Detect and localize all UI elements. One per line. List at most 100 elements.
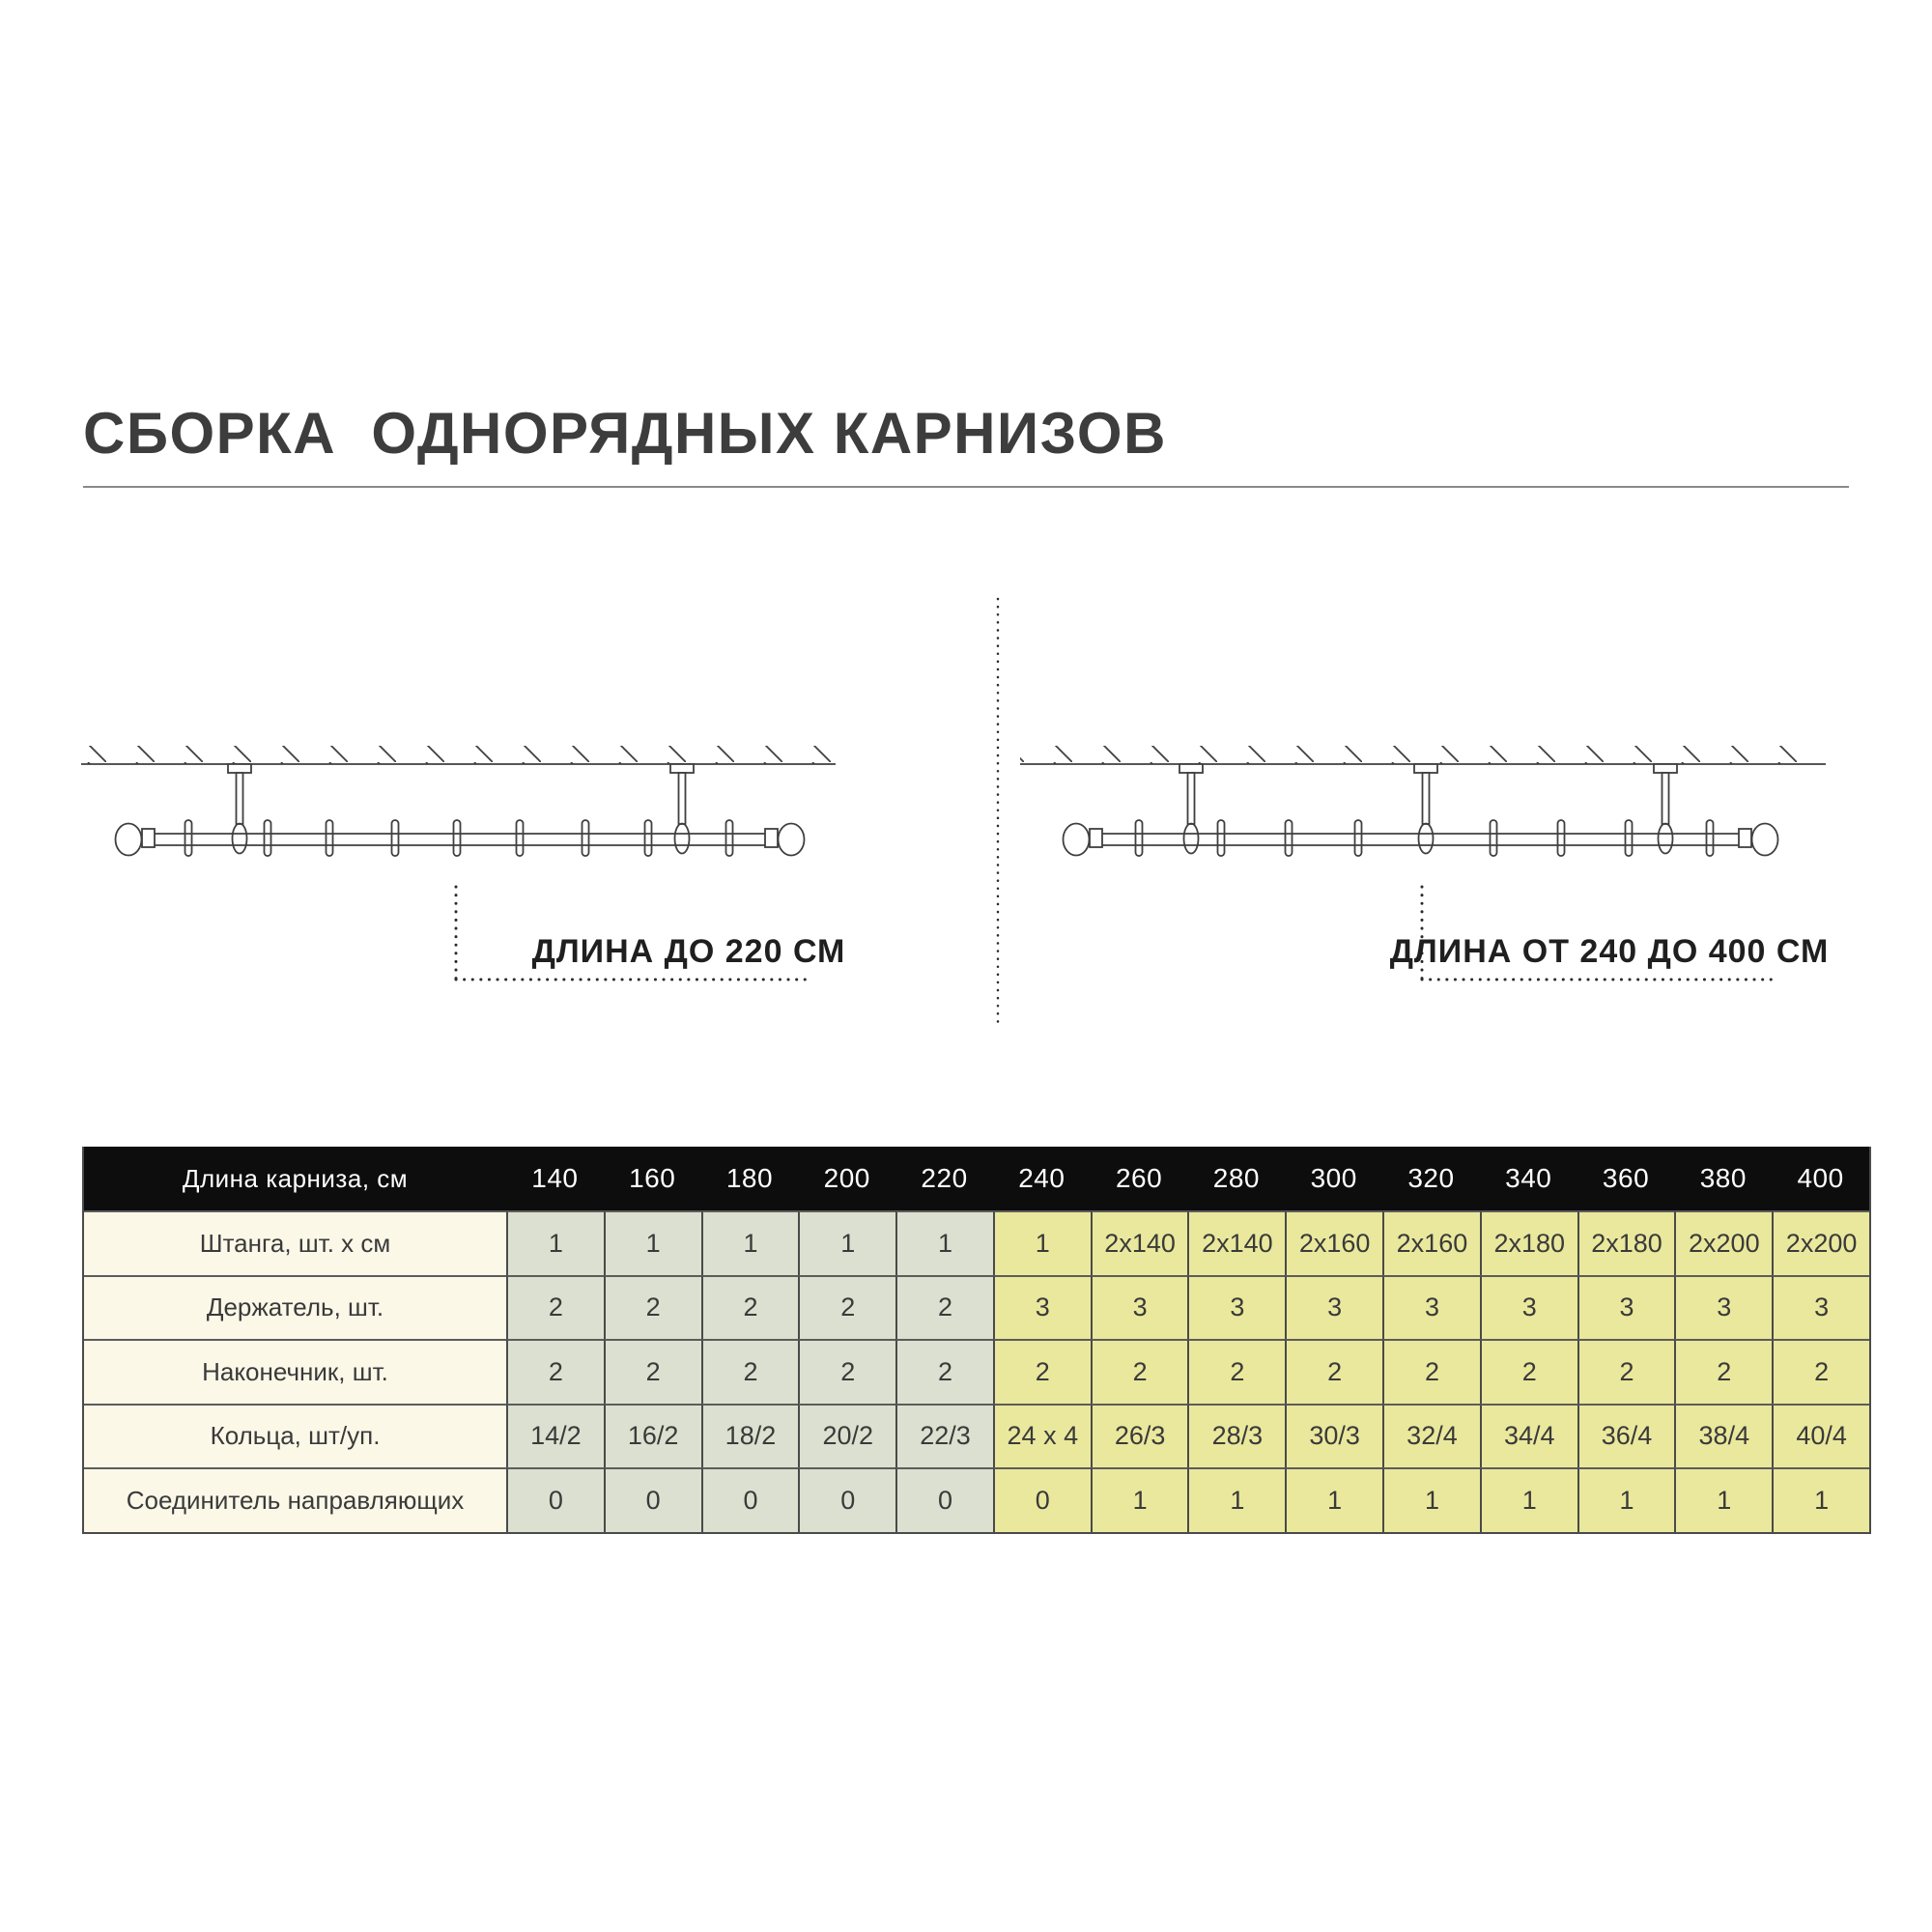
table-cell: 3 — [1285, 1274, 1383, 1339]
table-cell: 0 — [506, 1467, 604, 1532]
table-cell: 2 — [1479, 1339, 1577, 1404]
table-cell: 2 — [603, 1274, 701, 1339]
table-header-column: 320 — [1382, 1147, 1480, 1210]
table-cell: 38/4 — [1674, 1403, 1773, 1467]
table-row-label: Держатель, шт. — [84, 1274, 506, 1339]
table-cell: 18/2 — [700, 1403, 799, 1467]
table-cell: 3 — [1772, 1274, 1869, 1339]
table-cell: 3 — [1577, 1274, 1675, 1339]
table-cell: 2 — [603, 1339, 701, 1404]
table-cell: 2 — [700, 1274, 799, 1339]
table-cell: 2 — [1187, 1339, 1286, 1404]
ceiling-hatch — [1020, 746, 1826, 764]
table-cell: 2x140 — [1090, 1210, 1188, 1275]
table-cell: 26/3 — [1090, 1403, 1188, 1467]
table-cell: 2 — [1382, 1339, 1480, 1404]
table-cell: 2 — [798, 1339, 896, 1404]
ceiling-hatch — [81, 746, 836, 764]
table-cell: 2x200 — [1674, 1210, 1773, 1275]
table-cell: 2 — [1772, 1339, 1869, 1404]
table-header-column: 360 — [1577, 1147, 1675, 1210]
table-cell: 3 — [1674, 1274, 1773, 1339]
right-diagram — [1020, 746, 1826, 857]
table-cell: 40/4 — [1772, 1403, 1869, 1467]
finial — [764, 822, 806, 857]
table-cell: 1 — [1187, 1467, 1286, 1532]
table-cell: 1 — [603, 1210, 701, 1275]
ceiling-bracket — [227, 763, 252, 855]
table-cell: 2 — [895, 1339, 993, 1404]
table-cell: 0 — [700, 1467, 799, 1532]
table-cell: 2 — [798, 1274, 896, 1339]
table-cell: 14/2 — [506, 1403, 604, 1467]
dimension-line-right — [1420, 885, 1777, 981]
table-row-label: Штанга, шт. х см — [84, 1210, 506, 1275]
table-cell: 16/2 — [603, 1403, 701, 1467]
table-cell: 2 — [1674, 1339, 1773, 1404]
table-cell: 2 — [895, 1274, 993, 1339]
table-header-column: 380 — [1674, 1147, 1773, 1210]
right-diagram-caption: ДЛИНА ОТ 240 ДО 400 СМ — [1389, 933, 1830, 970]
table-cell: 32/4 — [1382, 1403, 1480, 1467]
table-row-label: Кольца, шт/уп. — [84, 1403, 506, 1467]
table-header-column: 140 — [506, 1147, 604, 1210]
table-cell: 1 — [992, 1210, 1091, 1275]
ceiling-bracket — [1179, 763, 1204, 855]
page-title: СБОРКА ОДНОРЯДНЫХ КАРНИЗОВ — [83, 401, 1167, 466]
curtain-rings — [1134, 819, 1715, 857]
table-header-column: 200 — [798, 1147, 896, 1210]
table-cell: 1 — [1772, 1467, 1869, 1532]
table-cell: 2x160 — [1285, 1210, 1383, 1275]
table-cell: 3 — [1187, 1274, 1286, 1339]
finial — [1738, 822, 1779, 857]
finial — [114, 822, 156, 857]
table-header-column: 180 — [700, 1147, 799, 1210]
table-row-label: Соединитель направляющих — [84, 1467, 506, 1532]
table-cell: 2x180 — [1577, 1210, 1675, 1275]
table-cell: 2x160 — [1382, 1210, 1480, 1275]
table-cell: 28/3 — [1187, 1403, 1286, 1467]
table-cell: 22/3 — [895, 1403, 993, 1467]
assembly-diagrams — [81, 597, 1826, 1024]
table-cell: 2 — [1577, 1339, 1675, 1404]
table-cell: 2 — [506, 1339, 604, 1404]
table-cell: 1 — [895, 1210, 993, 1275]
table-cell: 0 — [895, 1467, 993, 1532]
table-cell: 1 — [1090, 1467, 1188, 1532]
curtain-rings — [184, 819, 734, 857]
table-cell: 1 — [798, 1210, 896, 1275]
table-cell: 2 — [1090, 1339, 1188, 1404]
table-cell: 20/2 — [798, 1403, 896, 1467]
table-header-column: 240 — [992, 1147, 1091, 1210]
table-cell: 1 — [1577, 1467, 1675, 1532]
ceiling-bracket — [1413, 763, 1438, 855]
table-cell: 34/4 — [1479, 1403, 1577, 1467]
table-cell: 0 — [798, 1467, 896, 1532]
left-diagram — [81, 746, 836, 857]
table-header-column: 340 — [1479, 1147, 1577, 1210]
table-cell: 2 — [1285, 1339, 1383, 1404]
left-diagram-caption: ДЛИНА ДО 220 СМ — [531, 933, 846, 970]
table-cell: 3 — [1090, 1274, 1188, 1339]
table-cell: 1 — [1674, 1467, 1773, 1532]
table-cell: 2x180 — [1479, 1210, 1577, 1275]
table-header-column: 160 — [603, 1147, 701, 1210]
finial — [1062, 822, 1103, 857]
table-cell: 36/4 — [1577, 1403, 1675, 1467]
title-divider — [83, 486, 1849, 488]
table-cell: 1 — [1285, 1467, 1383, 1532]
table-cell: 2 — [506, 1274, 604, 1339]
dimension-line-left — [454, 885, 812, 981]
table-header-column: 400 — [1772, 1147, 1869, 1210]
table-cell: 1 — [1479, 1467, 1577, 1532]
table-header-column: 280 — [1187, 1147, 1286, 1210]
ceiling-bracket — [669, 763, 695, 855]
table-cell: 1 — [1382, 1467, 1480, 1532]
table-cell: 0 — [992, 1467, 1091, 1532]
table-row-label: Наконечник, шт. — [84, 1339, 506, 1404]
table-cell: 2 — [992, 1339, 1091, 1404]
table-cell: 2x200 — [1772, 1210, 1869, 1275]
table-cell: 24 x 4 — [992, 1403, 1091, 1467]
table-header-column: 300 — [1285, 1147, 1383, 1210]
